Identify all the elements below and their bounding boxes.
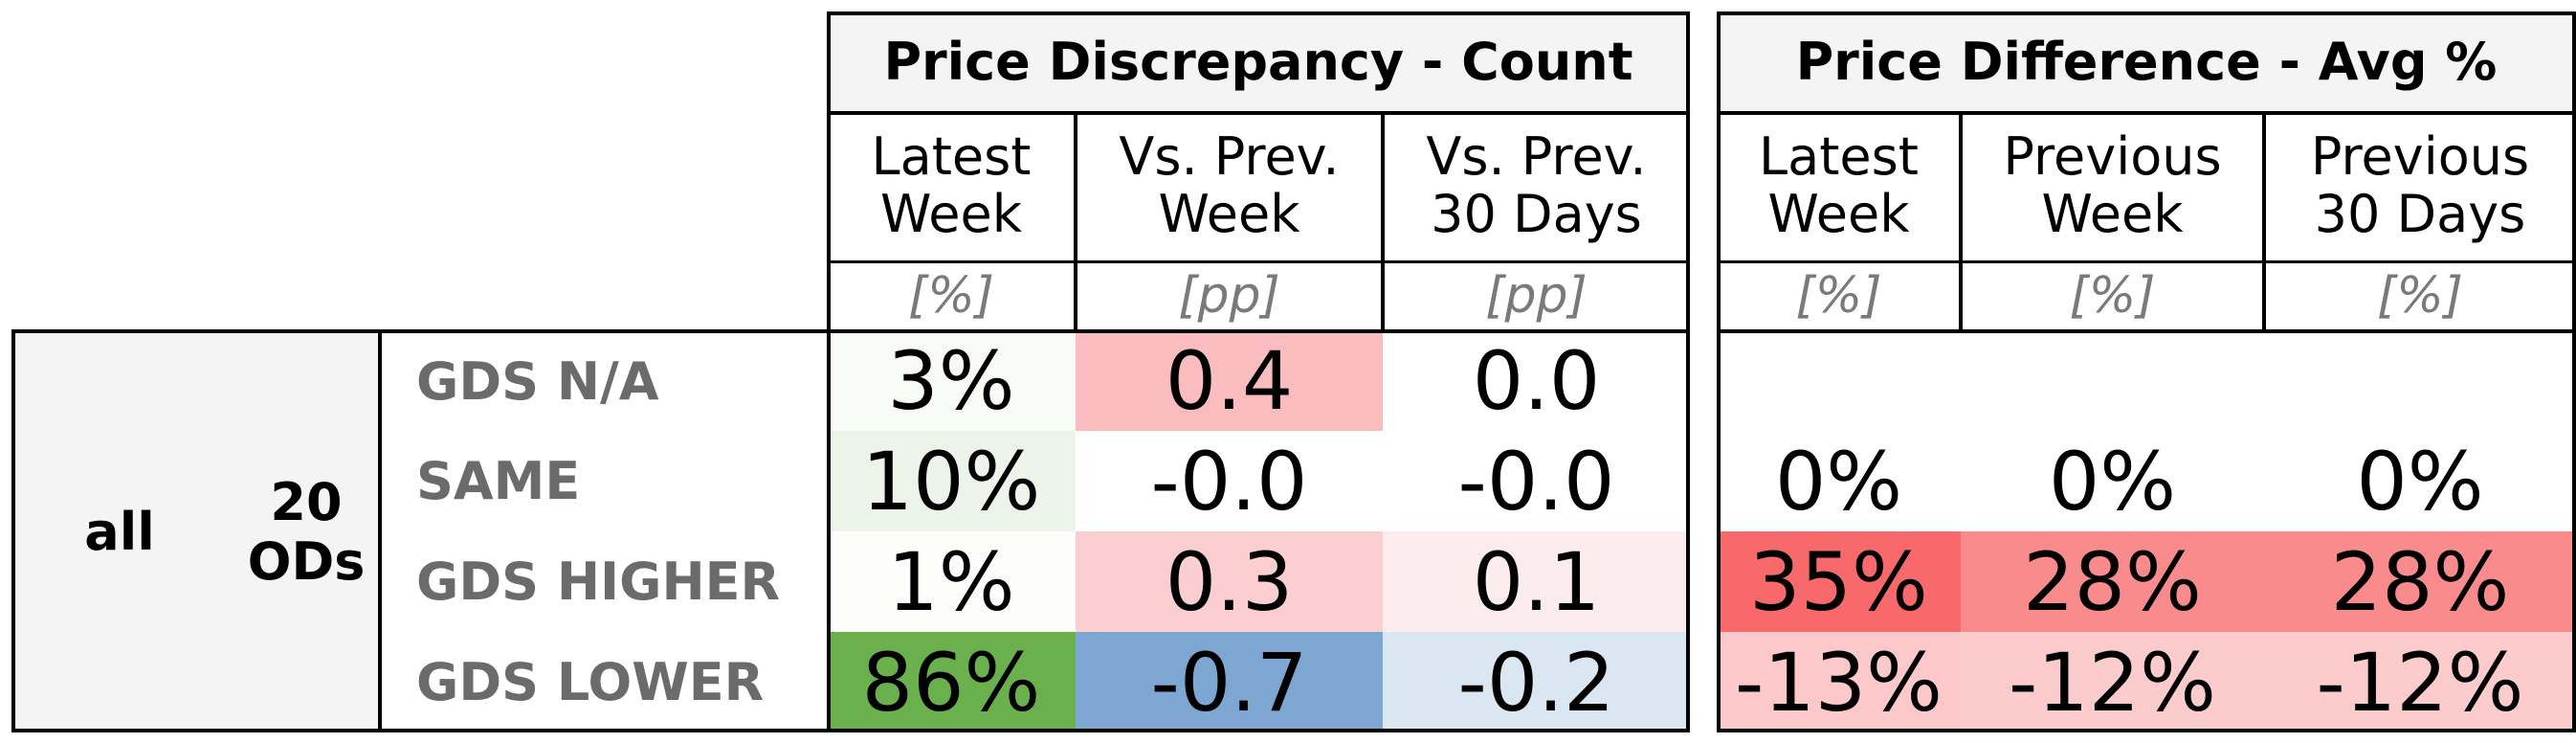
scope-level2: 20 ODs	[247, 471, 366, 592]
table-cell: 10%	[827, 431, 1076, 531]
table-cell: 28%	[1961, 531, 2264, 632]
column-unit: [%]	[908, 267, 994, 325]
column-unit: [pp]	[1485, 267, 1588, 325]
table-cell: 28%	[2264, 531, 2576, 632]
group-border	[1717, 11, 1721, 732]
table-cell: -12%	[2264, 632, 2576, 732]
table-cell: -0.0	[1076, 431, 1383, 531]
group-border	[2572, 11, 2576, 732]
table-cell: 0.0	[1383, 331, 1690, 431]
column-unit: [%]	[2069, 267, 2156, 325]
column-header: Latest Week	[1759, 126, 1919, 244]
column-divider	[1959, 111, 1963, 331]
group-border	[1717, 729, 2576, 732]
table-cell: 0%	[2264, 431, 2576, 531]
row-label: GDS LOWER	[416, 652, 765, 712]
row-label: SAME	[416, 451, 581, 511]
group-border	[827, 260, 1690, 263]
group-border	[827, 329, 1690, 333]
left-border	[11, 329, 827, 333]
table-cell: 0.3	[1076, 531, 1383, 632]
column-header: Vs. Prev. 30 Days	[1426, 126, 1647, 244]
table-cell: 0.4	[1076, 331, 1383, 431]
row-label: GDS N/A	[416, 350, 659, 412]
group-border	[1717, 260, 2576, 263]
table-cell: 0.1	[1383, 531, 1690, 632]
table-cell	[1717, 331, 1961, 431]
table-cell	[2264, 331, 2576, 431]
group-border	[827, 11, 1690, 15]
table-cell: 1%	[827, 531, 1076, 632]
column-divider	[1074, 111, 1077, 331]
table-cell: -0.2	[1383, 632, 1690, 732]
table-cell: 35%	[1717, 531, 1961, 632]
table-cell: -0.7	[1076, 632, 1383, 732]
table-cell: 86%	[827, 632, 1076, 732]
group-title: Price Discrepancy - Count	[827, 11, 1690, 111]
table-cell: 0%	[1961, 431, 2264, 531]
left-border	[378, 329, 382, 732]
table-cell: 3%	[827, 331, 1076, 431]
group-border	[827, 111, 1690, 115]
column-header: Previous 30 Days	[2310, 126, 2530, 244]
column-unit: [%]	[1795, 267, 1882, 325]
row-label-panel	[378, 331, 827, 732]
left-border	[11, 729, 827, 732]
table-cell: 0%	[1717, 431, 1961, 531]
row-label: GDS HIGHER	[416, 552, 781, 612]
group-border	[827, 11, 831, 732]
table-cell: -0.0	[1383, 431, 1690, 531]
left-border	[11, 329, 15, 732]
column-divider	[2262, 111, 2266, 331]
column-unit: [pp]	[1178, 267, 1280, 325]
table-cell: -13%	[1717, 632, 1961, 732]
column-header: Latest Week	[871, 126, 1032, 244]
column-divider	[1381, 111, 1385, 331]
column-unit: [%]	[2377, 267, 2463, 325]
table-cell: -12%	[1961, 632, 2264, 732]
group-border	[1717, 111, 2576, 115]
group-border	[827, 729, 1690, 732]
table-cell	[1961, 331, 2264, 431]
group-border	[1717, 11, 2576, 15]
column-header: Vs. Prev. Week	[1119, 126, 1340, 244]
column-header: Previous Week	[2003, 126, 2222, 244]
scope-level1: all	[84, 501, 155, 562]
group-border	[1717, 329, 2576, 333]
group-title: Price Difference - Avg %	[1717, 11, 2576, 111]
group-border	[1686, 11, 1690, 732]
